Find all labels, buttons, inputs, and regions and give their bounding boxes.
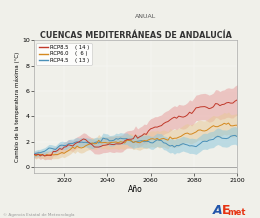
Legend: RCP8.5    ( 14 ), RCP6.0    (  6 ), RCP4.5    ( 13 ): RCP8.5 ( 14 ), RCP6.0 ( 6 ), RCP4.5 ( 13… [36,43,92,65]
Text: met: met [228,208,246,217]
Text: © Agencia Estatal de Meteorología: © Agencia Estatal de Meteorología [3,213,74,217]
Title: CUENCAS MEDITERRÁNEAS DE ANDALUCÍA: CUENCAS MEDITERRÁNEAS DE ANDALUCÍA [40,31,231,40]
Y-axis label: Cambio de la temperatura máxima (°C): Cambio de la temperatura máxima (°C) [15,52,21,162]
X-axis label: Año: Año [128,185,143,194]
Text: ANUAL: ANUAL [135,14,156,19]
Text: A: A [213,204,223,217]
Text: E: E [222,204,231,217]
